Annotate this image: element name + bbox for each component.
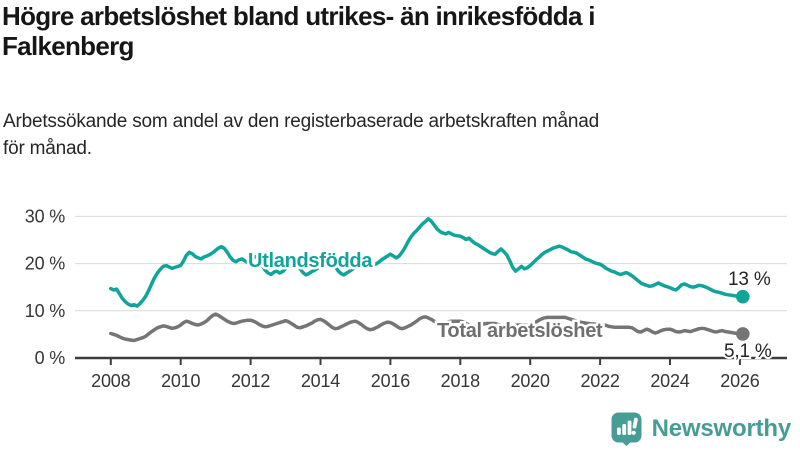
x-tick-label-2022: 2022 <box>580 371 619 391</box>
x-tick-label-2026: 2026 <box>720 371 759 391</box>
newsworthy-logo-icon <box>611 412 642 446</box>
series-end-dot-utlandsf-dda <box>736 289 750 304</box>
x-tick-label-2010: 2010 <box>161 371 200 391</box>
page-title: Högre arbetslöshet bland utrikes- än inr… <box>2 1 595 61</box>
x-tick-label-2016: 2016 <box>371 371 410 391</box>
x-axis-ticks <box>109 358 741 365</box>
x-axis-labels: 2008 2010 2012 2014 2016 2018 2020 2022 2024 2026 <box>91 371 760 391</box>
y-tick-label-10: 10 % <box>25 301 65 321</box>
x-tick-label-2012: 2012 <box>231 371 270 391</box>
series-lines <box>109 217 750 343</box>
x-tick-label-2020: 2020 <box>511 371 550 391</box>
x-tick-label-2014: 2014 <box>301 371 340 391</box>
page-subtitle: Arbetssökande som andel av den registerb… <box>3 111 600 159</box>
newsworthy-brand-text: Newsworthy <box>651 415 792 442</box>
newsworthy-logo: Newsworthy <box>611 412 791 446</box>
end-value-label-total: 5,1 % <box>724 341 772 362</box>
y-axis-labels: 0 % 10 % 20 % 30 % <box>25 206 66 368</box>
y-tick-label-0: 0 % <box>35 348 66 368</box>
y-tick-label-20: 20 % <box>25 254 65 274</box>
series-end-dot-total-arbetsl-shet <box>736 327 750 341</box>
series-label-utlandsfodda: Utlandsfödda <box>248 250 373 272</box>
series-line-total-arbetsl-shet <box>109 312 745 343</box>
end-value-label-utlandsfodda: 13 % <box>728 269 771 290</box>
series-line-utlandsf-dda <box>109 217 745 308</box>
gridlines <box>75 215 787 312</box>
y-tick-label-30: 30 % <box>25 206 65 226</box>
x-tick-label-2024: 2024 <box>650 371 689 391</box>
series-label-total-arbetsloshet: Total arbetslöshet <box>437 320 603 342</box>
x-tick-label-2008: 2008 <box>91 371 130 391</box>
x-tick-label-2018: 2018 <box>441 371 480 391</box>
